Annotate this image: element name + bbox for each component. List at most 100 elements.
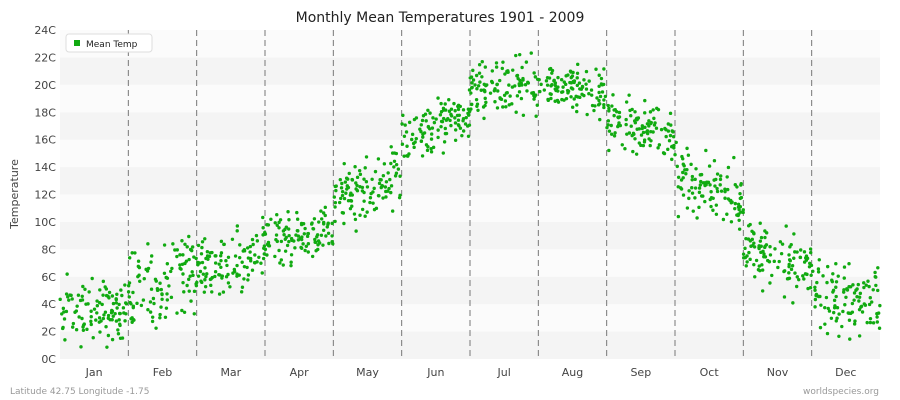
data-point	[697, 186, 702, 190]
data-point	[441, 151, 446, 155]
data-point	[344, 191, 348, 195]
data-point	[249, 259, 253, 263]
data-point	[199, 279, 203, 283]
data-point	[836, 274, 840, 278]
data-point	[457, 124, 461, 128]
data-point	[611, 93, 615, 97]
data-point	[124, 312, 128, 316]
data-point	[436, 135, 440, 140]
data-point	[420, 118, 425, 123]
data-point	[200, 245, 204, 250]
data-point	[489, 79, 494, 84]
data-point	[428, 111, 432, 115]
data-point	[649, 120, 653, 125]
data-point	[471, 68, 475, 73]
data-point	[816, 267, 821, 271]
data-point	[275, 223, 279, 227]
data-point	[461, 117, 466, 121]
data-point	[340, 181, 344, 186]
data-point	[377, 194, 381, 198]
data-point	[246, 273, 251, 277]
y-tick-label: 2C	[41, 326, 56, 339]
data-point	[150, 319, 155, 324]
y-tick-label: 0C	[41, 353, 56, 366]
data-point	[657, 143, 662, 147]
data-point	[240, 260, 244, 264]
data-point	[100, 302, 104, 307]
data-point	[409, 137, 414, 142]
data-point	[383, 185, 388, 189]
data-point	[813, 297, 818, 302]
data-point	[549, 96, 553, 101]
data-point	[120, 293, 124, 298]
data-point	[760, 268, 765, 272]
data-point	[350, 178, 355, 182]
data-point	[293, 246, 297, 250]
data-point	[584, 82, 588, 86]
data-point	[768, 253, 773, 257]
data-point	[694, 167, 698, 171]
data-point	[76, 293, 81, 297]
data-point	[725, 212, 729, 216]
data-point	[70, 325, 75, 329]
data-point	[760, 263, 764, 267]
data-point	[110, 337, 115, 342]
data-point	[354, 187, 358, 191]
data-point	[412, 145, 416, 150]
data-point	[443, 126, 448, 131]
data-point	[821, 274, 825, 278]
data-point	[777, 259, 781, 264]
data-point	[306, 242, 311, 246]
data-point	[364, 155, 369, 159]
data-point	[118, 336, 123, 341]
data-point	[602, 103, 606, 107]
data-point	[274, 233, 279, 237]
data-point	[760, 289, 765, 293]
data-point	[549, 92, 553, 96]
data-point	[108, 318, 112, 322]
data-point	[572, 97, 576, 101]
data-point	[693, 177, 697, 182]
data-point	[813, 285, 817, 289]
data-point	[645, 122, 650, 126]
data-point	[624, 117, 628, 122]
data-point	[64, 292, 69, 296]
data-point	[876, 288, 880, 293]
data-point	[164, 306, 169, 310]
data-point	[138, 279, 142, 283]
data-point	[589, 88, 594, 92]
data-point	[207, 254, 212, 259]
data-point	[204, 256, 208, 261]
data-point	[799, 248, 803, 252]
data-point	[101, 293, 105, 297]
data-point	[845, 288, 850, 292]
data-point	[114, 301, 119, 305]
data-point	[857, 295, 862, 299]
data-point	[875, 315, 879, 319]
data-point	[441, 116, 446, 121]
data-point	[263, 232, 268, 236]
data-point	[829, 316, 834, 320]
data-point	[857, 299, 861, 303]
data-point	[532, 97, 536, 101]
data-point	[542, 88, 547, 92]
data-point	[575, 109, 579, 114]
data-point	[357, 168, 362, 173]
data-point	[493, 87, 497, 91]
data-point	[865, 320, 869, 325]
data-point	[262, 252, 266, 256]
data-point	[676, 214, 681, 219]
data-point	[772, 259, 776, 264]
data-point	[200, 260, 205, 265]
data-point	[289, 263, 293, 268]
data-point	[139, 303, 144, 308]
data-point	[101, 279, 106, 284]
data-point	[232, 267, 237, 272]
data-point	[808, 250, 813, 255]
data-point	[407, 152, 411, 156]
data-point	[439, 124, 443, 129]
data-point	[365, 210, 369, 214]
data-point	[334, 184, 338, 188]
data-point	[837, 334, 841, 338]
data-point	[150, 315, 155, 319]
